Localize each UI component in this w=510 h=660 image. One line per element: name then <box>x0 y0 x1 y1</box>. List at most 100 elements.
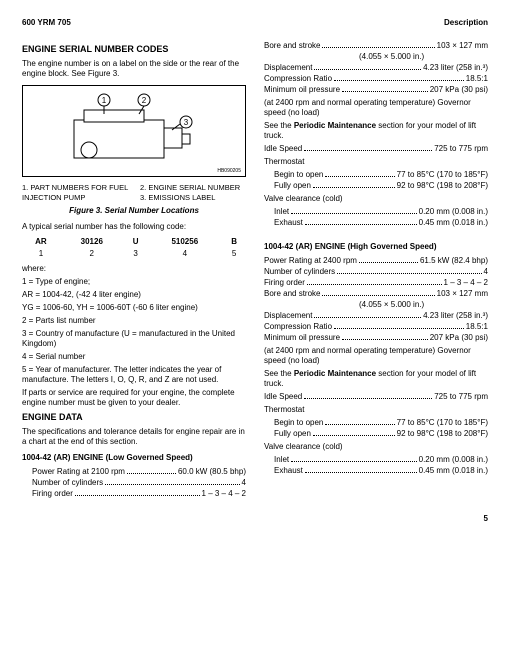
high-bore-label: Bore and stroke <box>264 289 320 299</box>
high-pm-note: See the Periodic Maintenance section for… <box>264 369 488 389</box>
thermo-full-label: Fully open <box>274 181 311 191</box>
low-fire-row: Firing order 1 – 3 – 4 – 2 <box>32 489 246 499</box>
where-5: 3 = Country of manufacture (U = manufact… <box>22 329 246 349</box>
thermo-open-value: 77 to 85°C (170 to 185°F) <box>397 170 488 180</box>
high-fire-label: Firing order <box>264 278 305 288</box>
figure-3-box: 1 2 3 HB090205 <box>22 85 246 177</box>
bore-label: Bore and stroke <box>264 41 320 51</box>
serial-intro: The engine number is on a label on the s… <box>22 59 246 79</box>
cr-value: 18.5:1 <box>466 74 488 84</box>
gov-note: (at 2400 rpm and normal operating temper… <box>264 98 488 118</box>
figure-3-caption: Figure 3. Serial Number Locations <box>22 206 246 216</box>
high-inlet-label: Inlet <box>274 455 289 465</box>
callout-2: 2. ENGINE SERIAL NUMBER <box>140 183 246 192</box>
high-inlet-value: 0.20 mm (0.008 in.) <box>419 455 488 465</box>
low-fire-label: Firing order <box>32 489 73 499</box>
oil-label: Minimum oil pressure <box>264 85 340 95</box>
high-disp-value: 4.23 liter (258 in.³) <box>423 311 488 321</box>
code-n1: 1 <box>22 248 60 260</box>
inlet-label: Inlet <box>274 207 289 217</box>
bore-value-2: (4.055 × 5.000 in.) <box>264 52 488 62</box>
callout-3: 3. EMISSIONS LABEL <box>140 193 246 202</box>
exhaust-value: 0.45 mm (0.018 in.) <box>419 218 488 228</box>
high-thermo-open-label: Begin to open <box>274 418 323 428</box>
thermostat-label: Thermostat <box>264 157 488 167</box>
code-intro: A typical serial number has the followin… <box>22 222 246 232</box>
where-label: where: <box>22 264 246 274</box>
where-6: 4 = Serial number <box>22 352 246 362</box>
high-oil-label: Minimum oil pressure <box>264 333 340 343</box>
disp-label: Displacement <box>264 63 312 73</box>
thermo-full-value: 92 to 98°C (198 to 208°F) <box>397 181 488 191</box>
header-right: Description <box>444 18 488 28</box>
high-fire-value: 1 – 3 – 4 – 2 <box>444 278 488 288</box>
svg-text:1: 1 <box>102 96 107 105</box>
low-power-label: Power Rating at 2100 rpm <box>32 467 125 477</box>
code-c4: 510256 <box>147 236 222 248</box>
high-bore-value-2: (4.055 × 5.000 in.) <box>264 300 488 310</box>
high-thermo-open-value: 77 to 85°C (170 to 185°F) <box>397 418 488 428</box>
pm-note: See the Periodic Maintenance section for… <box>264 121 488 141</box>
code-n5: 5 <box>222 248 246 260</box>
valve-clearance-label: Valve clearance (cold) <box>264 194 488 204</box>
high-speed-heading: 1004-42 (AR) ENGINE (High Governed Speed… <box>264 242 488 252</box>
page-number: 5 <box>22 514 488 524</box>
high-thermo-full-value: 92 to 98°C (198 to 208°F) <box>397 429 488 439</box>
low-speed-heading: 1004-42 (AR) ENGINE (Low Governed Speed) <box>22 453 246 463</box>
bore-value: 103 × 127 mm <box>437 41 488 51</box>
high-cyl-value: 4 <box>484 267 488 277</box>
high-oil-value: 207 kPa (30 psi) <box>430 333 488 343</box>
high-cr-label: Compression Ratio <box>264 322 332 332</box>
left-column: ENGINE SERIAL NUMBER CODES The engine nu… <box>22 40 246 500</box>
pm-bold: Periodic Maintenance <box>294 121 376 130</box>
callout-1: 1. PART NUMBERS FOR FUEL INJECTION PUMP <box>22 183 128 202</box>
inlet-value: 0.20 mm (0.008 in.) <box>419 207 488 217</box>
code-c2: 30126 <box>60 236 124 248</box>
idle-label: Idle Speed <box>264 144 302 154</box>
low-power-row: Power Rating at 2100 rpm 60.0 kW (80.5 bh… <box>32 467 246 477</box>
low-cyl-label: Number of cylinders <box>32 478 103 488</box>
parts-note: If parts or service are required for you… <box>22 388 246 408</box>
low-cyl-row: Number of cylinders 4 <box>32 478 246 488</box>
oil-value: 207 kPa (30 psi) <box>430 85 488 95</box>
high-gov-note: (at 2400 rpm and normal operating temper… <box>264 346 488 366</box>
code-n4: 4 <box>147 248 222 260</box>
cr-label: Compression Ratio <box>264 74 332 84</box>
idle-value: 725 to 775 rpm <box>434 144 488 154</box>
high-idle-value: 725 to 775 rpm <box>434 392 488 402</box>
high-bore-value: 103 × 127 mm <box>437 289 488 299</box>
header-left: 600 YRM 705 <box>22 18 71 28</box>
low-fire-value: 1 – 3 – 4 – 2 <box>202 489 246 499</box>
svg-text:3: 3 <box>184 118 189 127</box>
high-exhaust-label: Exhaust <box>274 466 303 476</box>
high-idle-label: Idle Speed <box>264 392 302 402</box>
where-2: AR = 1004-42, (-42 4 liter engine) <box>22 290 246 300</box>
engine-data-intro: The specifications and tolerance details… <box>22 427 246 447</box>
engine-data-heading: ENGINE DATA <box>22 412 246 423</box>
where-7: 5 = Year of manufacturer. The letter ind… <box>22 365 246 385</box>
svg-text:2: 2 <box>142 96 147 105</box>
high-power-value: 61.5 kW (82.4 bhp) <box>420 256 488 266</box>
low-power-value: 60.0 kW (80.5 bhp) <box>178 467 246 477</box>
high-cyl-label: Number of cylinders <box>264 267 335 277</box>
code-c5: B <box>222 236 246 248</box>
where-1: 1 = Type of engine; <box>22 277 246 287</box>
high-exhaust-value: 0.45 mm (0.018 in.) <box>419 466 488 476</box>
high-power-label: Power Rating at 2400 rpm <box>264 256 357 266</box>
code-c1: AR <box>22 236 60 248</box>
serial-codes-heading: ENGINE SERIAL NUMBER CODES <box>22 44 246 55</box>
low-cyl-value: 4 <box>242 478 246 488</box>
high-pm-bold: Periodic Maintenance <box>294 369 376 378</box>
high-disp-label: Displacement <box>264 311 312 321</box>
thermo-open-label: Begin to open <box>274 170 323 180</box>
high-valve-clearance-label: Valve clearance (cold) <box>264 442 488 452</box>
figure-callouts: 1. PART NUMBERS FOR FUEL INJECTION PUMP … <box>22 183 246 202</box>
disp-value: 4.23 liter (258 in.³) <box>423 63 488 73</box>
high-cr-value: 18.5:1 <box>466 322 488 332</box>
engine-diagram: 1 2 3 <box>29 92 239 170</box>
figure-ref-code: HB090205 <box>217 168 241 174</box>
where-3: YG = 1006-60, YH = 1006-60T (-60 6 liter… <box>22 303 246 313</box>
serial-code-table: AR 30126 U 510256 B 1 2 3 4 5 <box>22 236 246 260</box>
code-n3: 3 <box>124 248 148 260</box>
right-column: Bore and stroke 103 × 127 mm (4.055 × 5.0… <box>264 40 488 500</box>
